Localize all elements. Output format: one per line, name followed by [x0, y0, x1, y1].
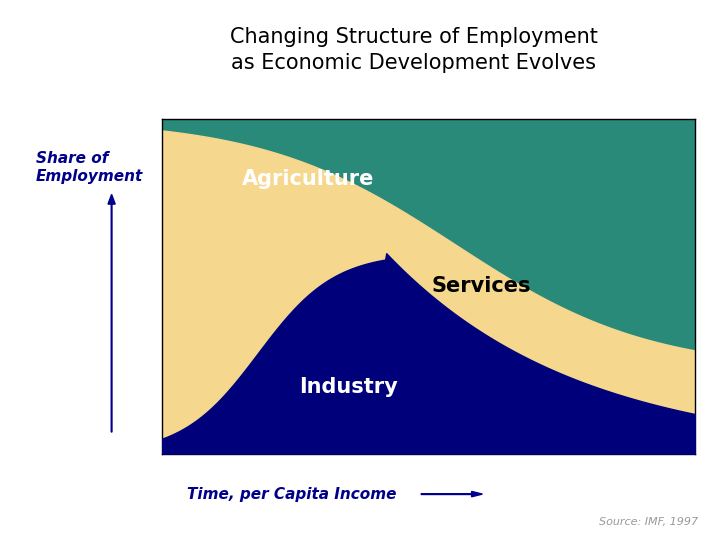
Text: Industry: Industry: [299, 376, 398, 397]
Text: Agriculture: Agriculture: [242, 169, 374, 189]
Text: Share of
Employment: Share of Employment: [36, 151, 143, 184]
Text: Time, per Capita Income: Time, per Capita Income: [187, 487, 397, 502]
Text: Source: IMF, 1997: Source: IMF, 1997: [599, 516, 698, 526]
Text: Changing Structure of Employment
as Economic Development Evolves: Changing Structure of Employment as Econ…: [230, 27, 598, 73]
Text: Services: Services: [432, 276, 531, 296]
